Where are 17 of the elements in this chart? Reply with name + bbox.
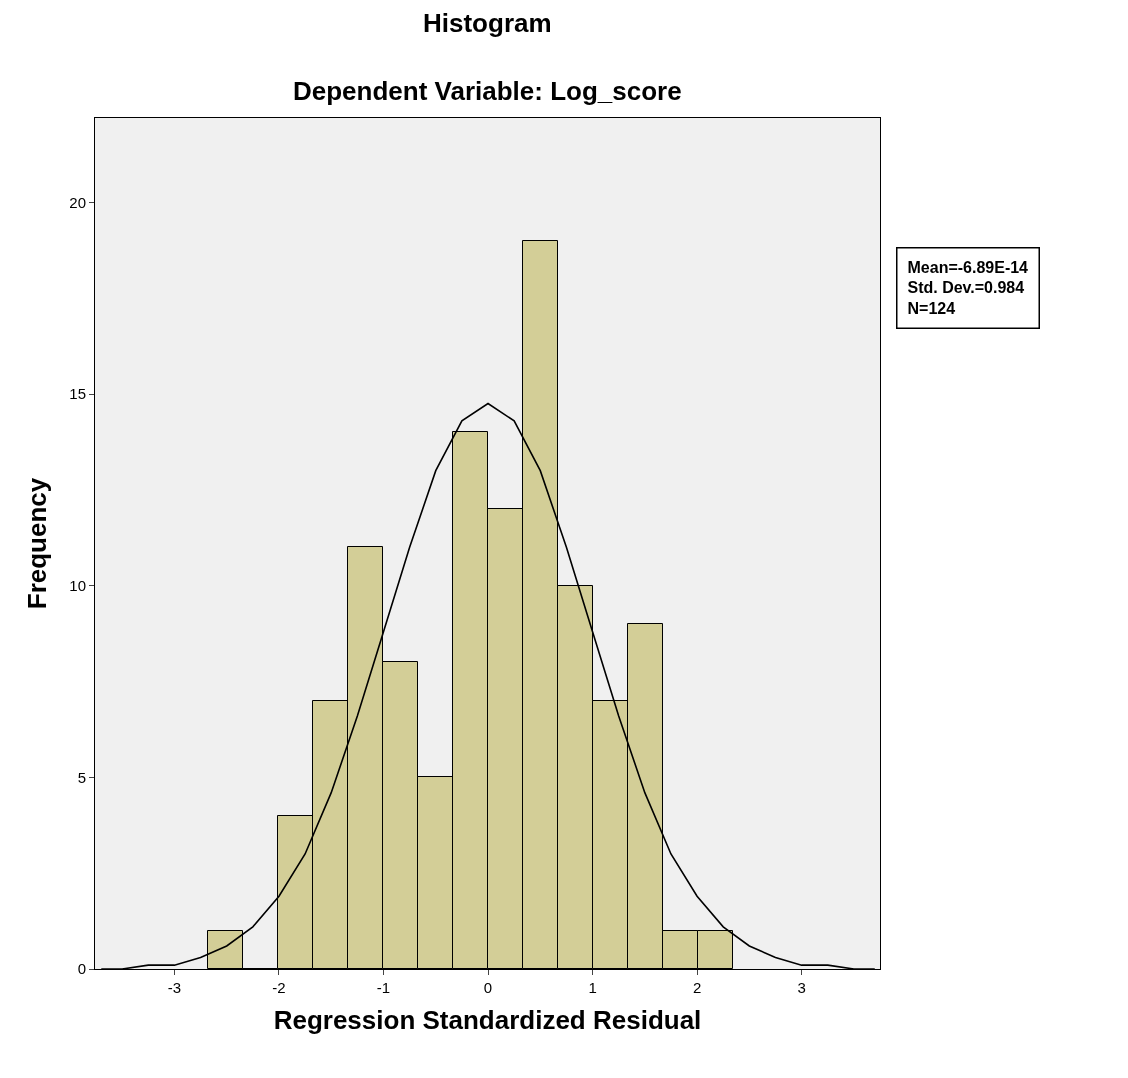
y-tick-label: 15 <box>69 385 86 403</box>
x-axis-title: Regression Standardized Residual <box>273 1004 702 1035</box>
x-tick-label: 3 <box>797 979 806 996</box>
x-tick-label: 1 <box>588 979 597 996</box>
y-tick-label: 10 <box>69 576 86 594</box>
chart-title: Histogram <box>423 8 552 38</box>
y-tick-label: 0 <box>77 960 86 978</box>
x-tick-label: -2 <box>272 979 286 996</box>
y-tick-label: 5 <box>77 768 86 786</box>
text: Mean=-6.89E-14 Std. Dev.=0.984 N=124 <box>907 258 1029 318</box>
x-tick-label: -1 <box>376 979 391 996</box>
x-tick-label: -3 <box>167 979 182 996</box>
x-tick-label: 2 <box>692 979 702 996</box>
x-tick-label: 0 <box>483 979 493 996</box>
y-axis-title: Frequency <box>21 477 52 610</box>
chart-subtitle: Dependent Variable: Log_score <box>293 76 682 106</box>
y-tick-label: 20 <box>69 193 86 211</box>
